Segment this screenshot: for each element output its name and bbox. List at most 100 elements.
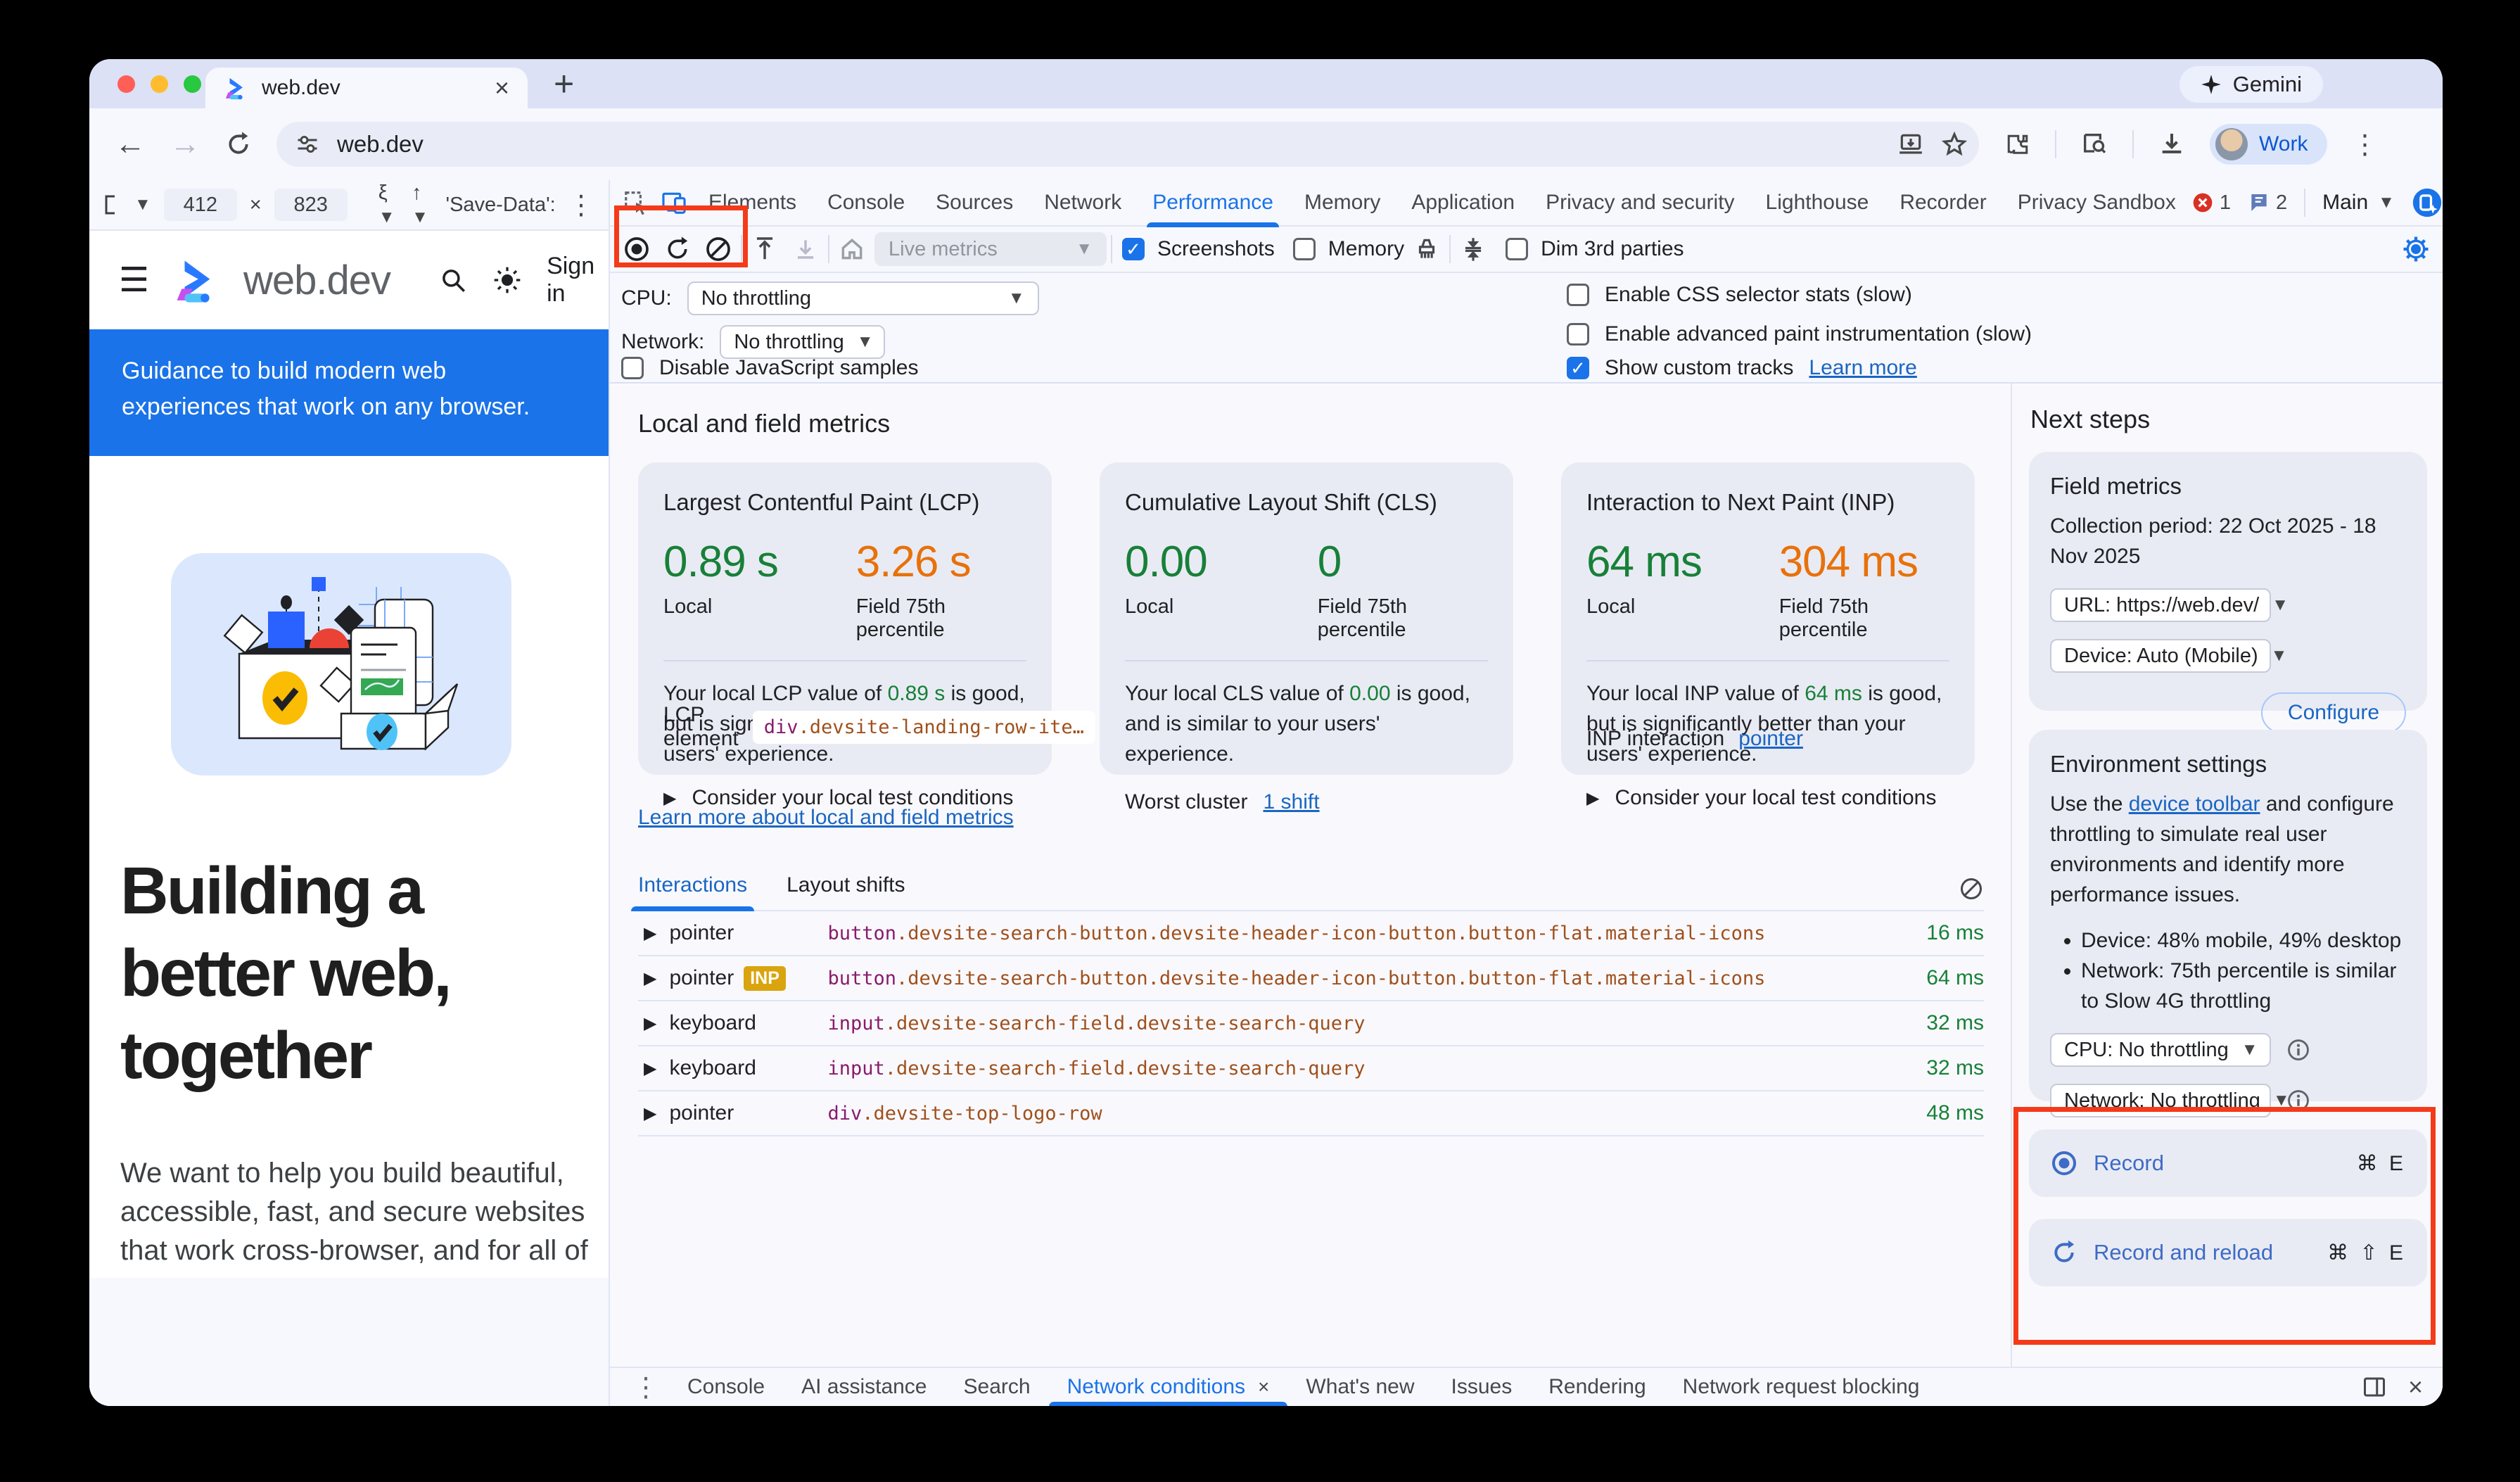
garbage-collect-icon[interactable] (1408, 231, 1445, 267)
drawer-tab-network-request-blocking[interactable]: Network request blocking (1682, 1375, 1920, 1398)
collapse-tracks-icon[interactable] (1455, 231, 1491, 267)
drawer-tab-network-conditions[interactable]: Network conditions × (1048, 1367, 1288, 1406)
inp-interaction-link[interactable]: pointer (1738, 727, 1803, 750)
expand-row-icon[interactable]: ▶ (644, 923, 657, 943)
clear-interactions-icon[interactable] (1959, 876, 1984, 910)
device-toolbar-toggle-icon[interactable] (655, 184, 693, 222)
expand-row-icon[interactable]: ▶ (644, 1058, 657, 1078)
expand-row-icon[interactable]: ▶ (644, 968, 657, 988)
reload-icon[interactable] (224, 130, 253, 158)
drawer-tab-rendering[interactable]: Rendering (1548, 1375, 1646, 1398)
interaction-row[interactable]: ▶ keyboard input.devsite-search-field.de… (638, 1046, 1984, 1091)
save-profile-icon[interactable] (787, 231, 824, 267)
sign-in-link[interactable]: Sign in (547, 253, 595, 307)
cpu-throttle-select[interactable]: No throttling ▼ (687, 281, 1039, 315)
custom-tracks-learn-more-link[interactable]: Learn more (1809, 356, 1917, 379)
ai-device-icon[interactable] (2412, 187, 2443, 218)
devtools-tab-console[interactable]: Console (827, 191, 905, 214)
site-settings-icon[interactable] (295, 132, 320, 157)
dim-3rd-parties-checkbox[interactable]: Dim 3rd parties (1506, 237, 1684, 261)
drawer-tab-ai-assistance[interactable]: AI assistance (801, 1375, 927, 1398)
inspect-element-icon[interactable] (617, 184, 655, 222)
js-context-select[interactable]: Main ▼ (2322, 191, 2395, 214)
field-device-select[interactable]: Device: Auto (Mobile) ▼ (2050, 639, 2287, 673)
capture-settings-gear-icon[interactable] (2398, 231, 2434, 267)
interaction-row[interactable]: ▶ pointer div.devsite-top-logo-row 48 ms (638, 1091, 1984, 1136)
drawer-menu-icon[interactable]: ⋮ (632, 1372, 659, 1402)
tab-layout-shifts[interactable]: Layout shifts (787, 873, 905, 897)
worst-cluster-link[interactable]: 1 shift (1263, 790, 1320, 813)
devtools-tab-lighthouse[interactable]: Lighthouse (1765, 191, 1869, 214)
expand-row-icon[interactable]: ▶ (644, 1013, 657, 1033)
device-select-icon[interactable] (103, 194, 122, 215)
drawer-close-icon[interactable]: × (2407, 1372, 2423, 1401)
devtools-tab-privacy-sandbox[interactable]: Privacy Sandbox (2017, 191, 2176, 214)
device-toolbar-menu-icon[interactable]: ⋮ (568, 190, 594, 220)
lcp-local-conditions-expander[interactable]: ▶ Consider your local test conditions (663, 786, 1014, 809)
configure-button[interactable]: Configure (2260, 692, 2406, 733)
devtools-tab-sources[interactable]: Sources (936, 191, 1014, 214)
sidebar-cpu-select[interactable]: CPU: No throttling ▼ (2050, 1033, 2271, 1067)
devtools-tab-performance[interactable]: Performance (1137, 179, 1289, 227)
clear-icon[interactable] (700, 231, 737, 267)
show-custom-tracks-checkbox[interactable]: ✓ Show custom tracks Learn more (1567, 356, 1917, 380)
browser-tab[interactable]: web.dev × (205, 68, 528, 108)
drawer-tab-console[interactable]: Console (687, 1375, 765, 1398)
downloads-icon[interactable] (2158, 130, 2186, 158)
search-tabs-icon[interactable] (2080, 130, 2108, 158)
throttle-select[interactable]: ↑ ▼ (412, 182, 428, 227)
sidebar-network-select[interactable]: Network: No throttling ▼ (2050, 1084, 2290, 1117)
device-toolbar-link[interactable]: device toolbar (2128, 792, 2260, 816)
site-brand[interactable]: web.dev (243, 257, 391, 303)
error-badge[interactable]: 1 (2191, 191, 2231, 215)
memory-checkbox[interactable]: Memory (1292, 237, 1404, 261)
viewport-height-input[interactable]: 823 (274, 189, 348, 221)
gemini-button[interactable]: Gemini (2179, 66, 2323, 103)
address-bar[interactable]: web.dev (276, 122, 1979, 167)
maximize-window-button[interactable] (184, 75, 201, 93)
site-search-icon[interactable] (438, 265, 468, 295)
minimize-window-button[interactable] (151, 75, 168, 93)
network-info-icon[interactable] (2286, 1089, 2310, 1113)
disable-js-samples-checkbox[interactable]: Disable JavaScript samples (621, 356, 918, 380)
bookmark-star-icon[interactable] (1941, 131, 1968, 158)
field-url-select[interactable]: URL: https://web.dev/▼ (2050, 588, 2289, 622)
home-icon[interactable] (834, 231, 870, 267)
inp-local-conditions-expander[interactable]: ▶ Consider your local test conditions (1586, 786, 1937, 809)
screenshots-checkbox[interactable]: ✓ Screenshots (1122, 237, 1275, 261)
viewport-width-input[interactable]: 412 (163, 189, 237, 221)
record-and-reload-icon[interactable] (659, 231, 696, 267)
tab-interactions[interactable]: Interactions (630, 873, 755, 911)
record-button[interactable]: Record ⌘ E (2029, 1129, 2427, 1197)
tab-close-icon[interactable]: × (494, 73, 509, 102)
profile-chip[interactable]: Work (2210, 124, 2328, 165)
devtools-tab-application[interactable]: Application (1411, 191, 1515, 214)
expand-row-icon[interactable]: ▶ (644, 1103, 657, 1123)
devtools-tab-network[interactable]: Network (1044, 191, 1122, 214)
lcp-element-selector[interactable]: div.devsite-landing-row-ite… (752, 710, 1095, 744)
drawer-tab-search[interactable]: Search (963, 1375, 1031, 1398)
cpu-info-icon[interactable] (2286, 1038, 2310, 1062)
load-profile-icon[interactable] (746, 231, 783, 267)
drawer-tab-issues[interactable]: Issues (1451, 1375, 1513, 1398)
save-data-indicator[interactable]: 'Save-Data': defau (445, 193, 555, 216)
drawer-tab-whats-new[interactable]: What's new (1306, 1375, 1415, 1398)
device-select-caret[interactable]: ▼ (134, 195, 151, 214)
css-selector-stats-checkbox[interactable]: Enable CSS selector stats (slow) (1567, 283, 1912, 307)
forward-icon[interactable]: → (170, 127, 201, 161)
interaction-row[interactable]: ▶ pointer button.devsite-search-button.d… (638, 911, 1984, 956)
dock-side-icon[interactable] (2362, 1374, 2387, 1400)
theme-toggle-icon[interactable] (492, 265, 523, 296)
record-icon[interactable] (618, 231, 655, 267)
new-tab-button[interactable]: + (554, 64, 575, 103)
menu-icon[interactable]: ☰ (119, 262, 150, 299)
back-icon[interactable]: ← (115, 127, 146, 161)
devtools-tab-memory[interactable]: Memory (1304, 191, 1381, 214)
record-and-reload-button[interactable]: Record and reload ⌘ ⇧ E (2029, 1219, 2427, 1286)
metrics-learn-more-link[interactable]: Learn more about local and field metrics (638, 806, 1014, 829)
devtools-tab-privacy-security[interactable]: Privacy and security (1546, 191, 1735, 214)
close-window-button[interactable] (117, 75, 135, 93)
network-throttle-select[interactable]: No throttling ▼ (720, 325, 886, 359)
browser-menu-icon[interactable]: ⋮ (2351, 129, 2379, 160)
interaction-row[interactable]: ▶ keyboard input.devsite-search-field.de… (638, 1001, 1984, 1046)
